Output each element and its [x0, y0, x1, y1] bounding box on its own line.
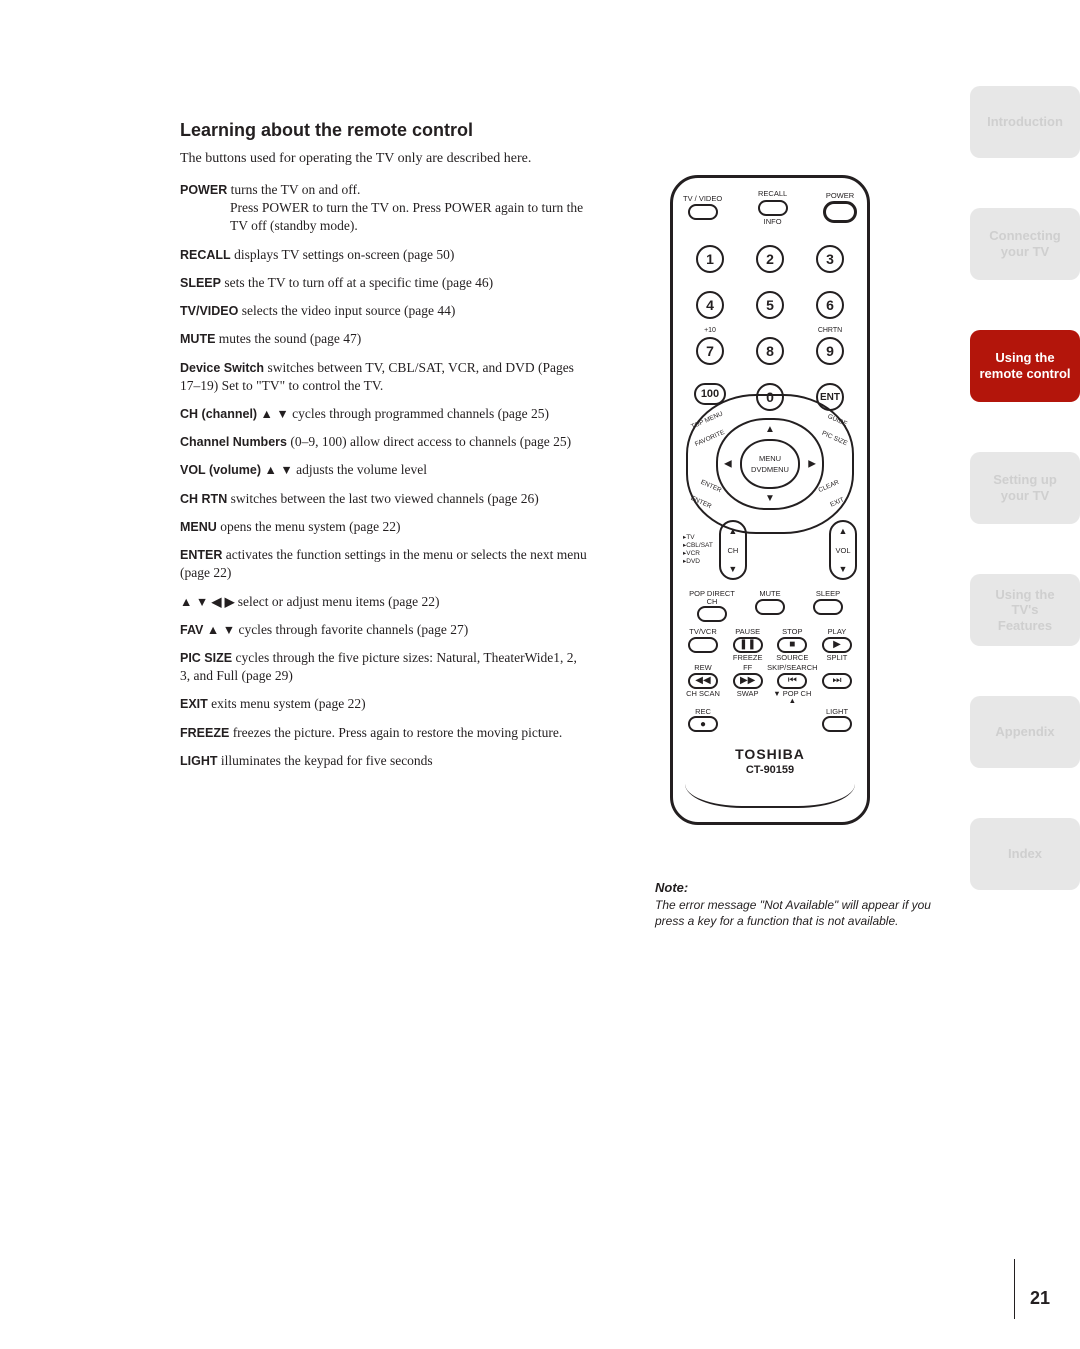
ch-label: CH — [727, 546, 738, 555]
pause-button[interactable]: ❚❚ — [733, 637, 763, 653]
tv-video-label: TV / VIDEO — [683, 195, 722, 203]
definition-entry: Channel Numbers (0–9, 100) allow direct … — [180, 433, 590, 451]
note-title: Note: — [655, 880, 955, 895]
rec-label: REC — [695, 708, 711, 716]
number-1-button[interactable]: 1 — [696, 245, 724, 273]
rec-light-row: REC ● LIGHT — [683, 708, 857, 733]
number-6-button[interactable]: 6 — [816, 291, 844, 319]
pop-direct-ch-label: POP DIRECT CH — [685, 590, 739, 605]
model-number: CT-90159 — [746, 764, 794, 776]
bottom-curve-decoration — [685, 784, 855, 808]
section-intro: The buttons used for operating the TV on… — [180, 151, 950, 167]
definition-entry: TV/VIDEO selects the video input source … — [180, 302, 590, 320]
definition-entry: MUTE mutes the sound (page 47) — [180, 330, 590, 348]
definition-entry: CH RTN switches between the last two vie… — [180, 490, 590, 508]
menu-button[interactable]: MENU DVDMENU — [740, 439, 800, 489]
down-icon: ▼ — [839, 564, 848, 574]
nav-left-icon[interactable]: ◀ — [724, 458, 732, 469]
nav-right-icon[interactable]: ▶ — [808, 458, 816, 469]
device-labels: ▸TV▸CBL/SAT▸VCR▸DVD — [683, 534, 713, 565]
side-tabs: Introduction Connectingyour TV Using there… — [970, 86, 1080, 940]
number-3-button[interactable]: 3 — [816, 245, 844, 273]
mute-button[interactable] — [755, 599, 785, 615]
definition-entry: LIGHT illuminates the keypad for five se… — [180, 752, 590, 770]
definition-entry: PIC SIZE cycles through the five picture… — [180, 649, 590, 685]
info-label: INFO — [764, 218, 782, 226]
transport-row-2: REW◀◀CH SCANFF▶▶SWAPSKIP/SEARCH⏮▼ POP CH… — [683, 664, 857, 705]
side-tab[interactable]: Index — [970, 818, 1080, 890]
power-label: POWER — [826, 192, 854, 200]
menu-label: MENU — [759, 454, 781, 463]
mute-label: MUTE — [759, 590, 780, 598]
page-content: Learning about the remote control The bu… — [180, 120, 950, 1289]
definition-list: POWER turns the TV on and off.Press POWE… — [180, 181, 590, 770]
brand-logo: TOSHIBA — [735, 746, 805, 762]
definition-entry: VOL (volume) ▲ ▼ adjusts the volume leve… — [180, 461, 590, 479]
tv-vcr-button[interactable] — [688, 637, 718, 653]
transport-row-1: TV/VCR PAUSE❚❚FREEZESTOP■SOURCEPLAY▶SPLI… — [683, 628, 857, 661]
side-tab[interactable]: Introduction — [970, 86, 1080, 158]
vol-rocker[interactable]: ▲ VOL ▼ — [829, 520, 857, 580]
number-pad: 123456+1078CHRTN91000ENT — [683, 235, 857, 411]
nav-up-icon[interactable]: ▲ — [765, 424, 775, 435]
definition-entry: MENU opens the menu system (page 22) — [180, 518, 590, 536]
remote-illustration: TV / VIDEO RECALL INFO POWER 123456+1078… — [660, 175, 880, 825]
rec-button[interactable]: ● — [688, 716, 718, 732]
power-button[interactable] — [823, 201, 857, 223]
number-9-button[interactable]: 9 — [816, 337, 844, 365]
sleep-button[interactable] — [813, 599, 843, 615]
page-divider — [1014, 1259, 1015, 1319]
definition-entry: ENTER activates the function settings in… — [180, 546, 590, 582]
side-tab[interactable]: Connectingyour TV — [970, 208, 1080, 280]
note-block: Note: The error message "Not Available" … — [655, 880, 955, 929]
number-7-button[interactable]: 7 — [696, 337, 724, 365]
dvdmenu-label: DVDMENU — [751, 465, 789, 474]
definition-entry: Device Switch switches between TV, CBL/S… — [180, 359, 590, 395]
down-icon: ▼ — [728, 564, 737, 574]
recall-label: RECALL — [758, 190, 787, 198]
side-tab[interactable]: Using theremote control — [970, 330, 1080, 402]
rec-icon: ● — [700, 719, 706, 730]
definition-entry: CH (channel) ▲ ▼ cycles through programm… — [180, 405, 590, 423]
number-5-button[interactable]: 5 — [756, 291, 784, 319]
ff-button[interactable]: ▶▶ — [733, 673, 763, 689]
sleep-label: SLEEP — [816, 590, 840, 598]
definition-entry: SLEEP sets the TV to turn off at a speci… — [180, 274, 590, 292]
note-body: The error message "Not Available" will a… — [655, 898, 955, 929]
nav-down-icon[interactable]: ▼ — [765, 493, 775, 504]
number-8-button[interactable]: 8 — [756, 337, 784, 365]
definition-entry: POWER turns the TV on and off.Press POWE… — [180, 181, 590, 236]
definition-entry: RECALL displays TV settings on-screen (p… — [180, 246, 590, 264]
definition-entry: EXIT exits menu system (page 22) — [180, 695, 590, 713]
section-heading: Learning about the remote control — [180, 120, 950, 141]
side-tab[interactable]: Appendix — [970, 696, 1080, 768]
number-2-button[interactable]: 2 — [756, 245, 784, 273]
definition-entry: ▲ ▼ ◀ ▶ select or adjust menu items (pag… — [180, 593, 590, 611]
light-label: LIGHT — [826, 708, 848, 716]
definition-entry: FREEZE freezes the picture. Press again … — [180, 724, 590, 742]
tv-video-button[interactable] — [688, 204, 718, 220]
recall-button[interactable] — [758, 200, 788, 216]
stop-button[interactable]: ■ — [777, 637, 807, 653]
side-tab[interactable]: Using theTV'sFeatures — [970, 574, 1080, 646]
pop-direct-ch-button[interactable] — [697, 606, 727, 622]
vol-label: VOL — [835, 546, 850, 555]
rew-button[interactable]: ◀◀ — [688, 673, 718, 689]
up-icon: ▲ — [839, 526, 848, 536]
play-button[interactable]: ▶ — [822, 637, 852, 653]
definition-entry: FAV ▲ ▼ cycles through favorite channels… — [180, 621, 590, 639]
side-tab[interactable]: Setting upyour TV — [970, 452, 1080, 524]
number-4-button[interactable]: 4 — [696, 291, 724, 319]
skip-search-button[interactable]: ⏮ — [777, 673, 807, 689]
page-number: 21 — [1030, 1288, 1050, 1309]
nav-cluster: TOP MENU FAVORITE GUIDE PIC SIZE ENTER E… — [680, 415, 860, 512]
--button[interactable]: ⏭ — [822, 673, 852, 689]
light-button[interactable] — [822, 716, 852, 732]
